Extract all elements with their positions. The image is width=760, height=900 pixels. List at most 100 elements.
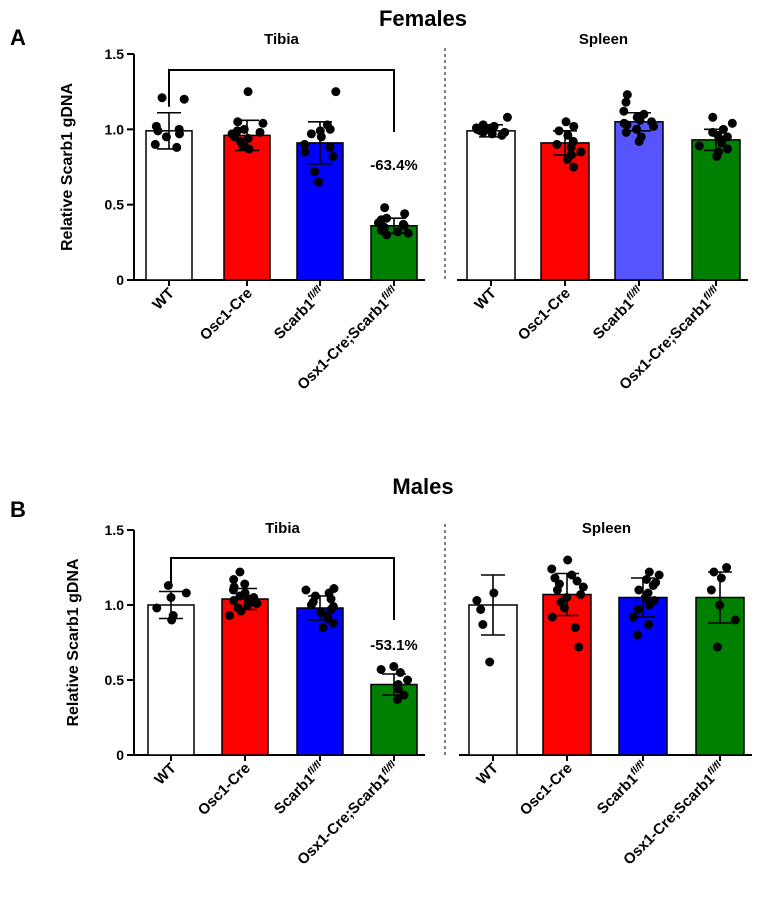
data-point <box>563 130 573 140</box>
x-tick-label: WT <box>473 760 502 789</box>
x-tick-label-text: Osc1-Cre <box>197 285 256 344</box>
x-tick-label: Scarb1fl/fl <box>593 759 652 818</box>
data-point <box>723 144 733 154</box>
x-tick-label: Scarb1fl/fl <box>270 759 329 818</box>
data-point <box>314 177 324 187</box>
data-point <box>694 141 704 151</box>
y-tick-label: 0 <box>116 747 124 763</box>
data-point <box>476 605 486 614</box>
data-point <box>255 127 265 137</box>
data-point <box>301 585 311 595</box>
data-point <box>243 133 253 143</box>
data-point <box>562 593 572 602</box>
data-point <box>174 124 184 134</box>
comparison-bracket <box>168 69 395 132</box>
y-tick-label: 0 <box>116 272 124 288</box>
data-point <box>654 570 664 580</box>
data-point <box>641 575 651 584</box>
data-point <box>328 151 338 161</box>
data-point <box>722 563 732 572</box>
data-point <box>576 147 586 157</box>
data-point <box>568 162 578 172</box>
data-point <box>472 596 482 605</box>
x-tick-label-text: Osc1-Cre <box>195 760 254 819</box>
group-label: Tibia <box>265 520 300 537</box>
x-tick-label: Osc1-Cre <box>195 760 254 819</box>
data-point <box>722 132 732 142</box>
data-point <box>306 129 316 139</box>
data-point <box>489 588 499 598</box>
data-point <box>708 112 718 122</box>
data-point <box>632 124 642 134</box>
data-point <box>633 605 643 614</box>
data-point <box>718 124 728 134</box>
data-point <box>310 591 320 601</box>
bar <box>618 596 668 756</box>
x-tick-label: Scarb1fl/fl <box>270 284 329 343</box>
group-label: Spleen <box>579 31 628 48</box>
panel-letter: B <box>10 497 26 522</box>
data-point <box>225 611 235 620</box>
data-point <box>315 126 325 136</box>
data-point <box>166 593 176 602</box>
data-point <box>633 630 643 640</box>
comparison-label: -63.4% <box>370 157 418 174</box>
data-point <box>233 117 243 127</box>
data-point <box>567 570 577 580</box>
data-point <box>172 142 182 152</box>
x-tick-label-text: WT <box>151 760 180 789</box>
comparison-label: -53.1% <box>370 637 418 654</box>
data-point <box>300 139 310 149</box>
data-point <box>727 118 737 128</box>
y-axis-label: Relative Scarb1 gDNA <box>65 558 82 727</box>
x-tick-label-text: WT <box>149 285 178 314</box>
panel-letter: A <box>10 25 26 50</box>
data-point <box>393 227 403 237</box>
data-point <box>152 603 162 613</box>
x-tick-label: WT <box>149 285 178 314</box>
data-point <box>644 567 654 577</box>
y-tick-label: 0.5 <box>105 672 125 688</box>
data-point <box>229 582 239 592</box>
data-point <box>563 555 573 565</box>
data-point <box>151 121 161 131</box>
x-tick-label-text: Scarb1 <box>590 295 637 342</box>
data-point <box>235 567 245 577</box>
data-point <box>716 573 726 583</box>
data-point <box>621 127 631 137</box>
data-point <box>161 132 171 142</box>
bar <box>147 604 195 756</box>
y-tick-label: 0.5 <box>105 197 125 213</box>
bar <box>145 130 193 281</box>
data-point <box>649 596 659 605</box>
data-point <box>644 620 654 629</box>
bar <box>370 683 418 756</box>
data-point <box>622 90 632 100</box>
data-point <box>240 588 250 598</box>
data-point <box>300 147 310 157</box>
x-tick-label: Osc1-Cre <box>515 285 574 344</box>
data-point <box>310 167 320 177</box>
data-point <box>634 585 644 595</box>
group-label: Spleen <box>582 520 631 537</box>
x-tick-label-text: Osc1-Cre <box>515 285 574 344</box>
data-point <box>619 106 629 116</box>
data-point <box>382 213 392 223</box>
data-point <box>566 150 576 160</box>
data-point <box>639 109 649 119</box>
bar <box>221 598 269 756</box>
data-point <box>322 120 332 130</box>
data-point <box>398 219 408 229</box>
comparison-bracket <box>170 557 395 620</box>
data-point <box>570 623 580 632</box>
data-point <box>239 124 249 134</box>
bar <box>223 134 271 281</box>
data-point <box>400 209 410 219</box>
bar <box>296 142 344 281</box>
data-point <box>478 620 488 629</box>
panel-title: Females <box>379 6 467 31</box>
y-tick-label: 1.5 <box>105 46 125 62</box>
data-point <box>403 675 413 685</box>
data-point <box>708 127 718 137</box>
data-point <box>380 203 390 213</box>
